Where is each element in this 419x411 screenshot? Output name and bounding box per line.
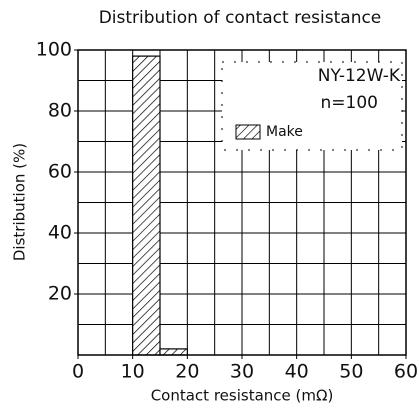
x-axis-label: Contact resistance (mΩ) [151, 387, 334, 405]
y-tick-label: 40 [48, 222, 72, 244]
y-tick-label: 80 [48, 100, 72, 122]
x-tick-label: 30 [230, 361, 254, 383]
annotation: n=100 [321, 93, 378, 113]
legend-label: Make [266, 124, 303, 140]
y-tick-label: 100 [36, 39, 72, 61]
x-tick-label: 40 [285, 361, 309, 383]
x-tick-label: 20 [175, 361, 199, 383]
x-tick-label: 10 [121, 361, 145, 383]
chart-title: Distribution of contact resistance [99, 8, 382, 28]
y-tick-label: 20 [48, 283, 72, 305]
x-tick-label: 60 [394, 361, 418, 383]
legend-swatch [235, 124, 261, 140]
bar [132, 55, 161, 356]
x-tick-label: 50 [339, 361, 363, 383]
annotation: NY-12W-K [318, 66, 401, 86]
legend-box [221, 61, 403, 151]
y-axis-label: Distribution (%) [11, 143, 29, 261]
x-tick-label: 0 [72, 361, 84, 383]
y-tick-label: 60 [48, 161, 72, 183]
bar [159, 348, 188, 356]
